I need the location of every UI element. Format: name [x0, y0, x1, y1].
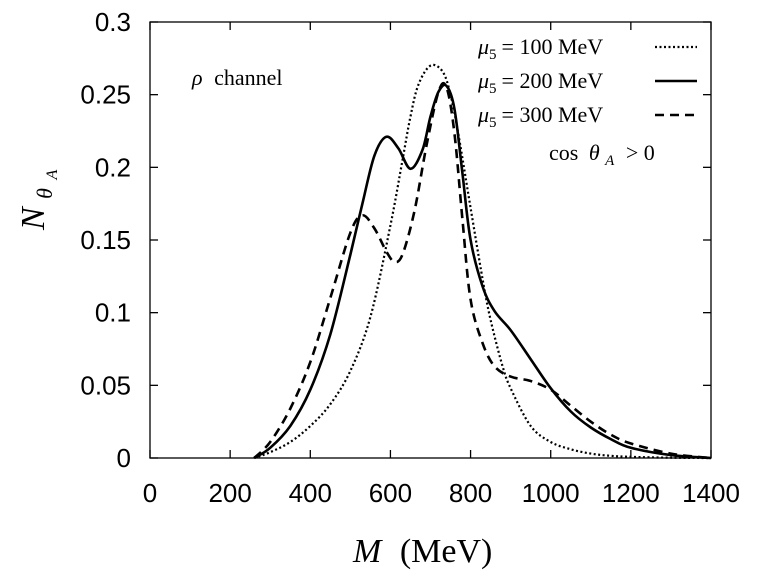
- y-axis-subsubscript: A: [44, 170, 61, 181]
- theta-symbol: θ: [589, 140, 600, 165]
- x-tick-label: 1200: [602, 478, 660, 508]
- x-axis-label: M (MeV): [352, 533, 492, 570]
- x-axis-unit: (MeV): [400, 533, 493, 570]
- channel-text: channel: [214, 65, 282, 90]
- y-tick-label: 0.15: [80, 225, 131, 255]
- y-tick-label: 0: [117, 443, 131, 473]
- x-tick-labels: 0 200 400 600 800 1000 1200 1400: [143, 478, 740, 508]
- series-layer: [253, 63, 712, 460]
- x-tick-label: 800: [449, 478, 492, 508]
- legend-label: μ5 = 300 MeV: [477, 102, 603, 131]
- y-tick-label: 0.1: [95, 298, 131, 328]
- y-tick-labels: 0 0.05 0.1 0.15 0.2 0.25 0.3: [80, 7, 131, 473]
- y-axis-symbol: N: [15, 205, 52, 231]
- x-tick-label: 1000: [522, 478, 580, 508]
- rho-symbol: ρ: [191, 65, 203, 90]
- theta-subscript: A: [604, 153, 615, 169]
- x-tick-label: 1400: [682, 478, 740, 508]
- series-line-dashed: [253, 81, 712, 460]
- y-tick-label: 0.25: [80, 80, 131, 110]
- y-tick-label: 0.05: [80, 370, 131, 400]
- y-axis-label: N θ A: [15, 170, 61, 232]
- annotation-cos-theta: cos θ A > 0: [549, 140, 655, 170]
- cos-text: cos: [549, 140, 578, 165]
- series-line-solid: [253, 83, 712, 460]
- x-tick-label: 200: [208, 478, 251, 508]
- annotation-rho-channel: ρ channel: [191, 65, 282, 90]
- y-tick-label: 0.3: [95, 7, 131, 37]
- inequality-text: > 0: [626, 140, 655, 165]
- x-tick-label: 0: [143, 478, 157, 508]
- y-axis-subscript: θ: [32, 188, 57, 199]
- legend-label: μ5 = 200 MeV: [477, 68, 603, 97]
- y-tick-label: 0.2: [95, 152, 131, 182]
- legend: μ5 = 100 MeV μ5 = 200 MeV μ5 = 300 MeV: [477, 34, 697, 131]
- x-axis-symbol: M: [352, 533, 383, 570]
- x-tick-label: 600: [369, 478, 412, 508]
- x-tick-label: 400: [289, 478, 332, 508]
- legend-label: μ5 = 100 MeV: [477, 34, 603, 63]
